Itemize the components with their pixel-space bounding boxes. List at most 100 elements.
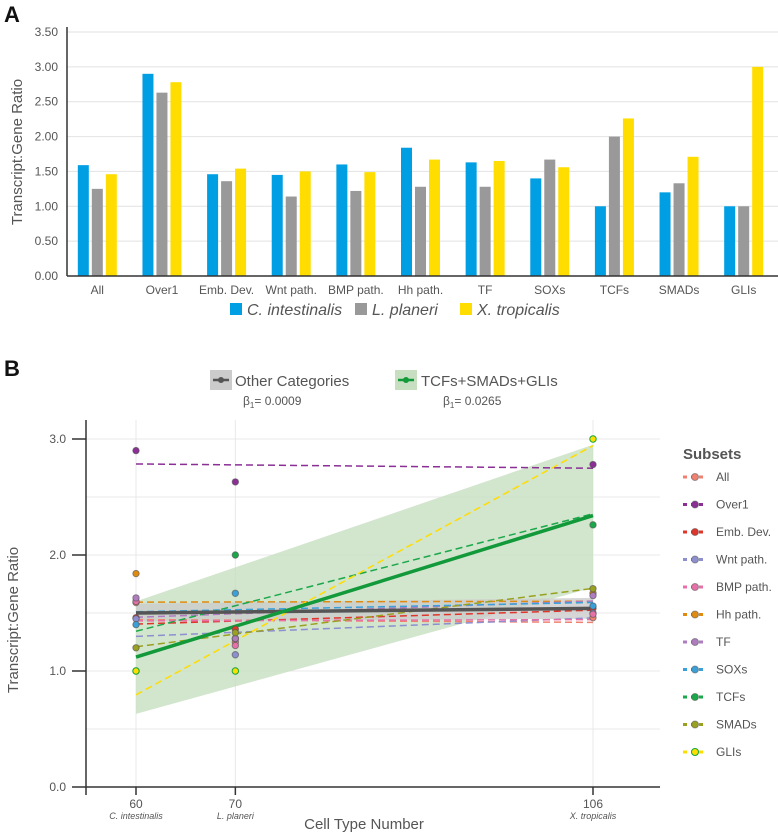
a-y-tick-label: 0.50 (35, 234, 59, 248)
b-legend-label: All (716, 470, 729, 484)
b-x-tick-label: 60 (129, 797, 143, 811)
a-x-tick-label: SMADs (659, 283, 700, 297)
a-x-tick-label: TCFs (600, 283, 629, 297)
b-series-fit-line (135, 618, 594, 622)
a-bar (594, 206, 606, 276)
b-y-tick-label: 0.0 (49, 780, 66, 794)
b-regression-line (135, 513, 594, 659)
a-y-tick-label: 0.00 (35, 269, 59, 283)
b-y-tick-label: 3.0 (49, 432, 66, 446)
a-x-tick-label: SOXs (534, 283, 565, 297)
b-data-point (132, 620, 140, 629)
a-bar (544, 159, 556, 276)
b-confidence-bands (136, 444, 593, 714)
a-gridlines (67, 31, 778, 242)
b-regression-lines (135, 513, 594, 659)
b-data-point (231, 667, 240, 675)
b-legend-marker (691, 610, 699, 619)
b-legend-label: SOXs (716, 663, 747, 677)
a-bar (724, 206, 736, 276)
a-y-axis-label: Transcript:Gene Ratio (9, 79, 26, 225)
a-bar (271, 174, 283, 276)
b-legend-label: Hh path. (716, 608, 761, 622)
b-data-point (132, 644, 140, 652)
a-bar (299, 171, 311, 276)
a-y-tick-label: 3.00 (35, 60, 59, 74)
a-legend-label: L. planeri (372, 302, 438, 319)
a-bar (401, 147, 412, 276)
b-data-point (231, 629, 240, 637)
b-legend-label: Wnt path. (716, 553, 767, 567)
b-reg-beta: β1= 0.0265 (443, 394, 502, 410)
panel-b-label: B (4, 356, 20, 381)
b-confidence-band (136, 444, 593, 714)
a-bar (142, 73, 154, 276)
a-legend-swatch (230, 303, 242, 315)
a-legend-swatch (460, 303, 472, 315)
b-subsets-legend: Subsets All Over1 Emb. Dev. Wnt path. BMP pat… (683, 446, 772, 759)
b-legend-label: TF (716, 635, 731, 649)
b-legend-label: Over1 (716, 498, 749, 512)
a-bar (415, 186, 426, 276)
b-series-fit-line (135, 601, 594, 613)
b-series-fit-line (135, 618, 594, 624)
a-bar (285, 196, 297, 276)
b-x-tick-sublabel: C. intestinalis (109, 811, 163, 821)
b-series-fit-line (135, 463, 594, 469)
a-bar (91, 188, 103, 276)
b-legend-marker (691, 473, 699, 481)
bar-chart: 0.00 0.50 1.00 1.50 2.00 2.50 3.00 3.50 All Over… (9, 25, 778, 319)
b-x-tick-sublabel: X. tropicalis (569, 811, 617, 821)
a-bar (364, 172, 376, 276)
b-data-point (589, 521, 597, 529)
a-bar (429, 159, 440, 276)
b-y-axis-label: Transcript:Gene Ratio (5, 547, 22, 693)
a-x-tick-label: Hh path. (398, 283, 443, 297)
b-legend-marker (691, 638, 699, 646)
a-bar (493, 160, 505, 276)
b-x-axis-label: Cell Type Number (304, 816, 424, 833)
b-legend-marker (691, 555, 699, 564)
a-bar (350, 190, 362, 276)
a-y-tick-label: 2.50 (35, 95, 59, 109)
a-y-tick-label: 3.50 (35, 25, 59, 39)
b-series-fit-line (135, 600, 594, 603)
b-legend-marker (691, 720, 699, 729)
b-data-point (589, 610, 597, 618)
b-regression-line (135, 606, 594, 615)
b-series-fit-line (135, 444, 594, 696)
a-bar (687, 156, 699, 276)
b-data-point (231, 589, 240, 597)
a-bar (465, 162, 477, 276)
b-legend-marker (691, 748, 699, 756)
a-bar (235, 168, 247, 276)
b-data-point (132, 446, 140, 455)
a-bar (170, 82, 182, 277)
a-x-ticks: All Over1 Emb. Dev. Wnt path. BMP path. Hh pa… (91, 283, 757, 297)
b-data-point (589, 591, 597, 600)
a-bar (738, 206, 750, 276)
b-x-tick-sublabel: L. planeri (217, 811, 255, 821)
a-bar (77, 165, 89, 276)
a-bar (156, 92, 168, 276)
b-reg-legend-dot (218, 377, 224, 383)
b-data-point (589, 584, 597, 593)
a-y-tick-label: 1.00 (35, 199, 59, 213)
a-x-tick-label: Over1 (146, 283, 179, 297)
b-data-point (132, 594, 140, 602)
b-legend-title: Subsets (683, 446, 741, 463)
b-points (132, 435, 597, 675)
b-data-point (231, 641, 240, 650)
b-reg-legend-dot (403, 377, 409, 383)
a-x-tick-label: Wnt path. (266, 283, 317, 297)
b-data-point (589, 602, 597, 610)
b-reg-legend-label: TCFs+SMADs+GLIs (421, 373, 558, 390)
a-legend-label: X. tropicalis (476, 302, 560, 319)
b-legend-marker (691, 693, 699, 701)
b-legend-marker (691, 583, 699, 591)
b-legend-label: GLIs (716, 745, 741, 759)
a-x-tick-label: Emb. Dev. (199, 283, 254, 297)
a-x-tick-label: BMP path. (328, 283, 384, 297)
b-x-tick-label: 106 (583, 797, 603, 811)
